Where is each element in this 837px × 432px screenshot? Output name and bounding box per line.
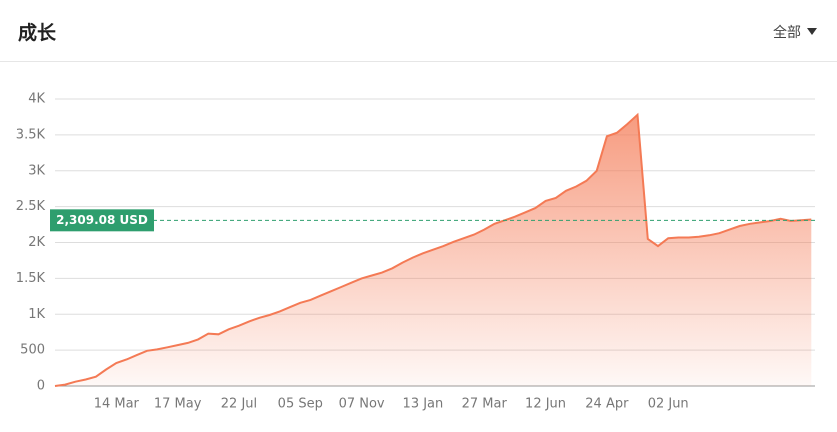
- y-tick-label: 0: [37, 379, 45, 394]
- y-tick-label: 500: [20, 343, 45, 358]
- line: [54, 112, 812, 387]
- x-tick-label: 27 Mar: [462, 397, 508, 412]
- y-tick-label: 1.5K: [16, 271, 46, 286]
- y-tick-label: 3K: [28, 163, 45, 178]
- title: 成长: [18, 22, 57, 44]
- reference-label-bg: [50, 209, 154, 232]
- x-tick-label: 02 Jun: [648, 397, 689, 412]
- reference-label: 2,309.08 USD: [56, 213, 148, 227]
- header: 成长 全部: [0, 0, 837, 62]
- x-tick-label: 12 Jun: [525, 397, 566, 412]
- y-tick-label: 2K: [28, 235, 45, 250]
- y-tick-label: 1K: [28, 307, 45, 322]
- x-tick-label: 05 Sep: [278, 397, 323, 412]
- filter-dropdown[interactable]: 全部: [773, 22, 817, 42]
- x-tick-label: 13 Jan: [403, 397, 444, 412]
- x-tick-label: 17 May: [154, 397, 202, 412]
- y-tick-label: 4K: [28, 92, 45, 107]
- x-tick-label: 14 Mar: [94, 397, 140, 412]
- x-tick-label: 24 Apr: [585, 397, 629, 412]
- x-tick-label: 22 Jul: [221, 397, 257, 412]
- y-tick-label: 2.5K: [16, 199, 46, 214]
- y-tick-label: 3.5K: [16, 127, 46, 142]
- x-tick-label: 07 Nov: [339, 397, 385, 412]
